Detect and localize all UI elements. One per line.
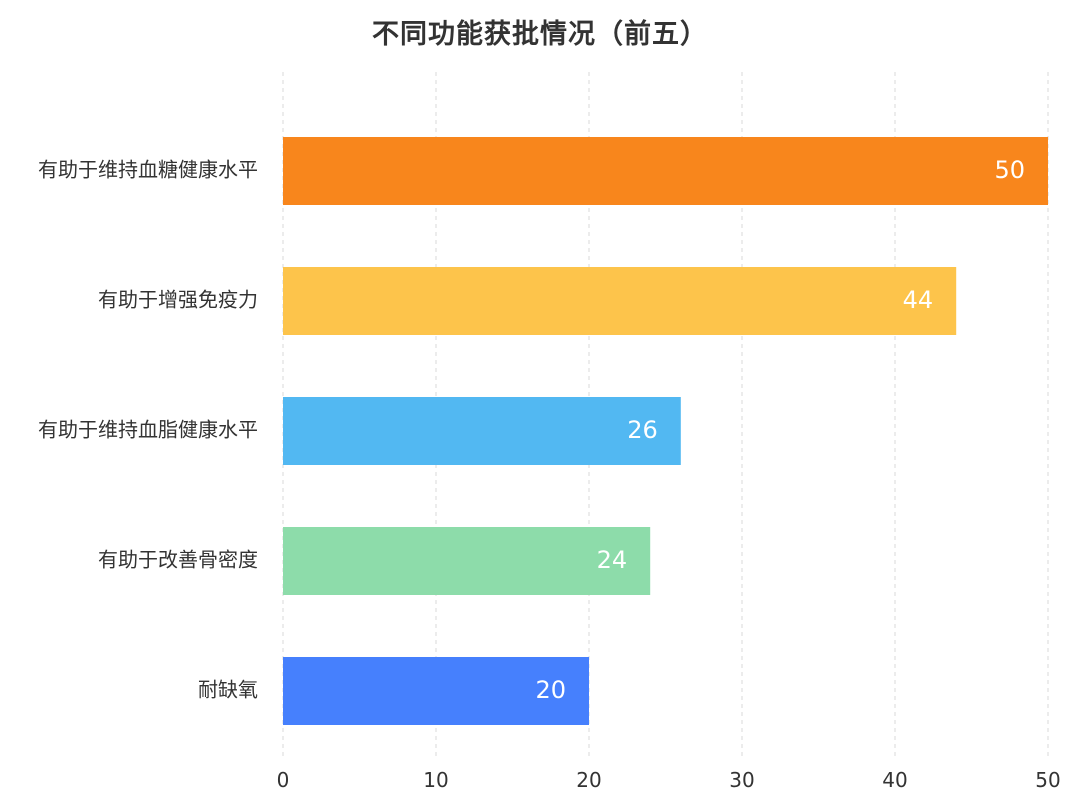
x-tick-label: 30: [729, 768, 754, 792]
value-label: 20: [535, 676, 566, 704]
bar: [283, 397, 681, 465]
category-label: 有助于维持血脂健康水平: [38, 418, 258, 442]
value-label: 44: [903, 286, 934, 314]
bar: [283, 137, 1048, 205]
x-tick-label: 0: [277, 768, 290, 792]
category-label: 有助于改善骨密度: [98, 548, 258, 572]
category-label: 有助于维持血糖健康水平: [38, 158, 258, 182]
x-tick-label: 50: [1035, 768, 1060, 792]
category-label: 耐缺氧: [198, 678, 258, 702]
value-label: 50: [994, 156, 1025, 184]
value-label: 26: [627, 416, 658, 444]
bar: [283, 267, 957, 335]
category-label: 有助于增强免疫力: [98, 288, 258, 312]
bar: [283, 527, 651, 595]
value-label: 24: [597, 546, 628, 574]
bar: [283, 657, 589, 725]
x-tick-label: 40: [882, 768, 907, 792]
x-tick-label: 10: [423, 768, 448, 792]
x-tick-label: 20: [576, 768, 601, 792]
chart-title: 不同功能获批情况（前五）: [372, 19, 708, 50]
